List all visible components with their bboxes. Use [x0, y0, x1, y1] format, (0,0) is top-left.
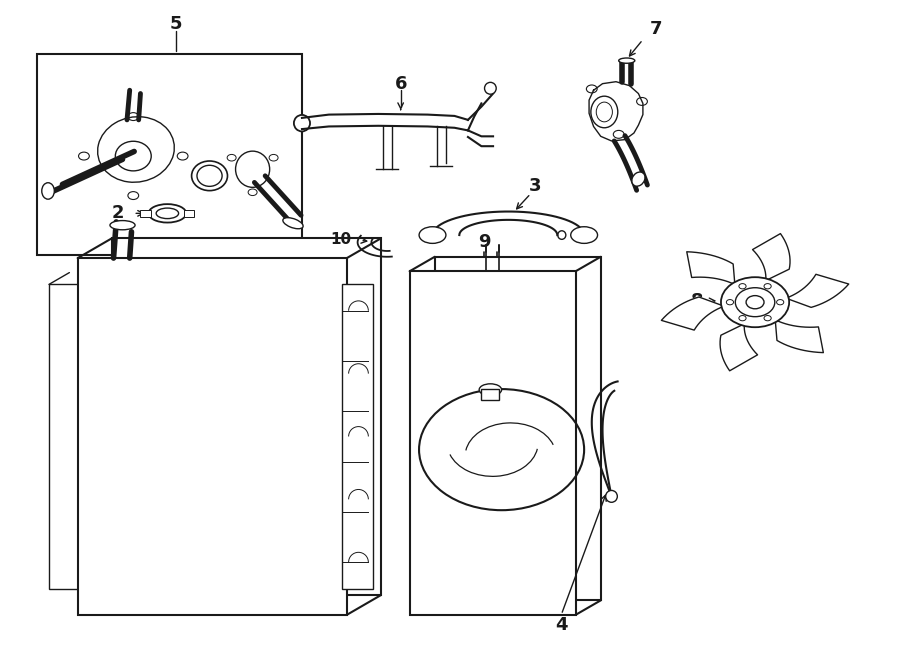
Bar	[482, 389, 500, 400]
Text: 8: 8	[690, 292, 703, 310]
Bar	[49, 284, 79, 588]
Ellipse shape	[571, 227, 598, 243]
Text: 4: 4	[555, 617, 568, 635]
Polygon shape	[435, 256, 600, 600]
Text: 3: 3	[529, 176, 542, 195]
Polygon shape	[775, 320, 824, 352]
Polygon shape	[786, 274, 849, 307]
Bar	[184, 210, 194, 217]
Text: 11: 11	[473, 287, 495, 302]
Bar	[342, 284, 373, 588]
Text: 2: 2	[112, 204, 124, 222]
Polygon shape	[662, 297, 724, 330]
Polygon shape	[590, 82, 643, 141]
Ellipse shape	[294, 115, 310, 132]
Polygon shape	[112, 239, 381, 595]
Text: 10: 10	[330, 232, 351, 247]
Ellipse shape	[606, 490, 617, 502]
Ellipse shape	[283, 217, 303, 229]
Polygon shape	[720, 324, 758, 371]
Text: 5: 5	[170, 15, 183, 34]
Polygon shape	[752, 233, 790, 280]
Ellipse shape	[419, 227, 446, 243]
Ellipse shape	[479, 384, 501, 396]
Text: 9: 9	[478, 233, 491, 251]
Ellipse shape	[148, 204, 186, 223]
Ellipse shape	[97, 117, 175, 182]
Ellipse shape	[484, 83, 496, 95]
Bar	[77, 258, 346, 615]
Bar	[140, 210, 151, 217]
Circle shape	[721, 277, 789, 327]
Text: 6: 6	[394, 75, 407, 93]
Text: 7: 7	[650, 20, 662, 38]
Polygon shape	[687, 252, 735, 284]
Bar	[37, 54, 302, 254]
Bar	[410, 271, 576, 615]
Ellipse shape	[110, 221, 135, 230]
Ellipse shape	[618, 58, 634, 63]
Ellipse shape	[632, 172, 645, 186]
Ellipse shape	[41, 182, 54, 199]
Text: 1: 1	[274, 308, 286, 327]
Ellipse shape	[236, 151, 270, 187]
